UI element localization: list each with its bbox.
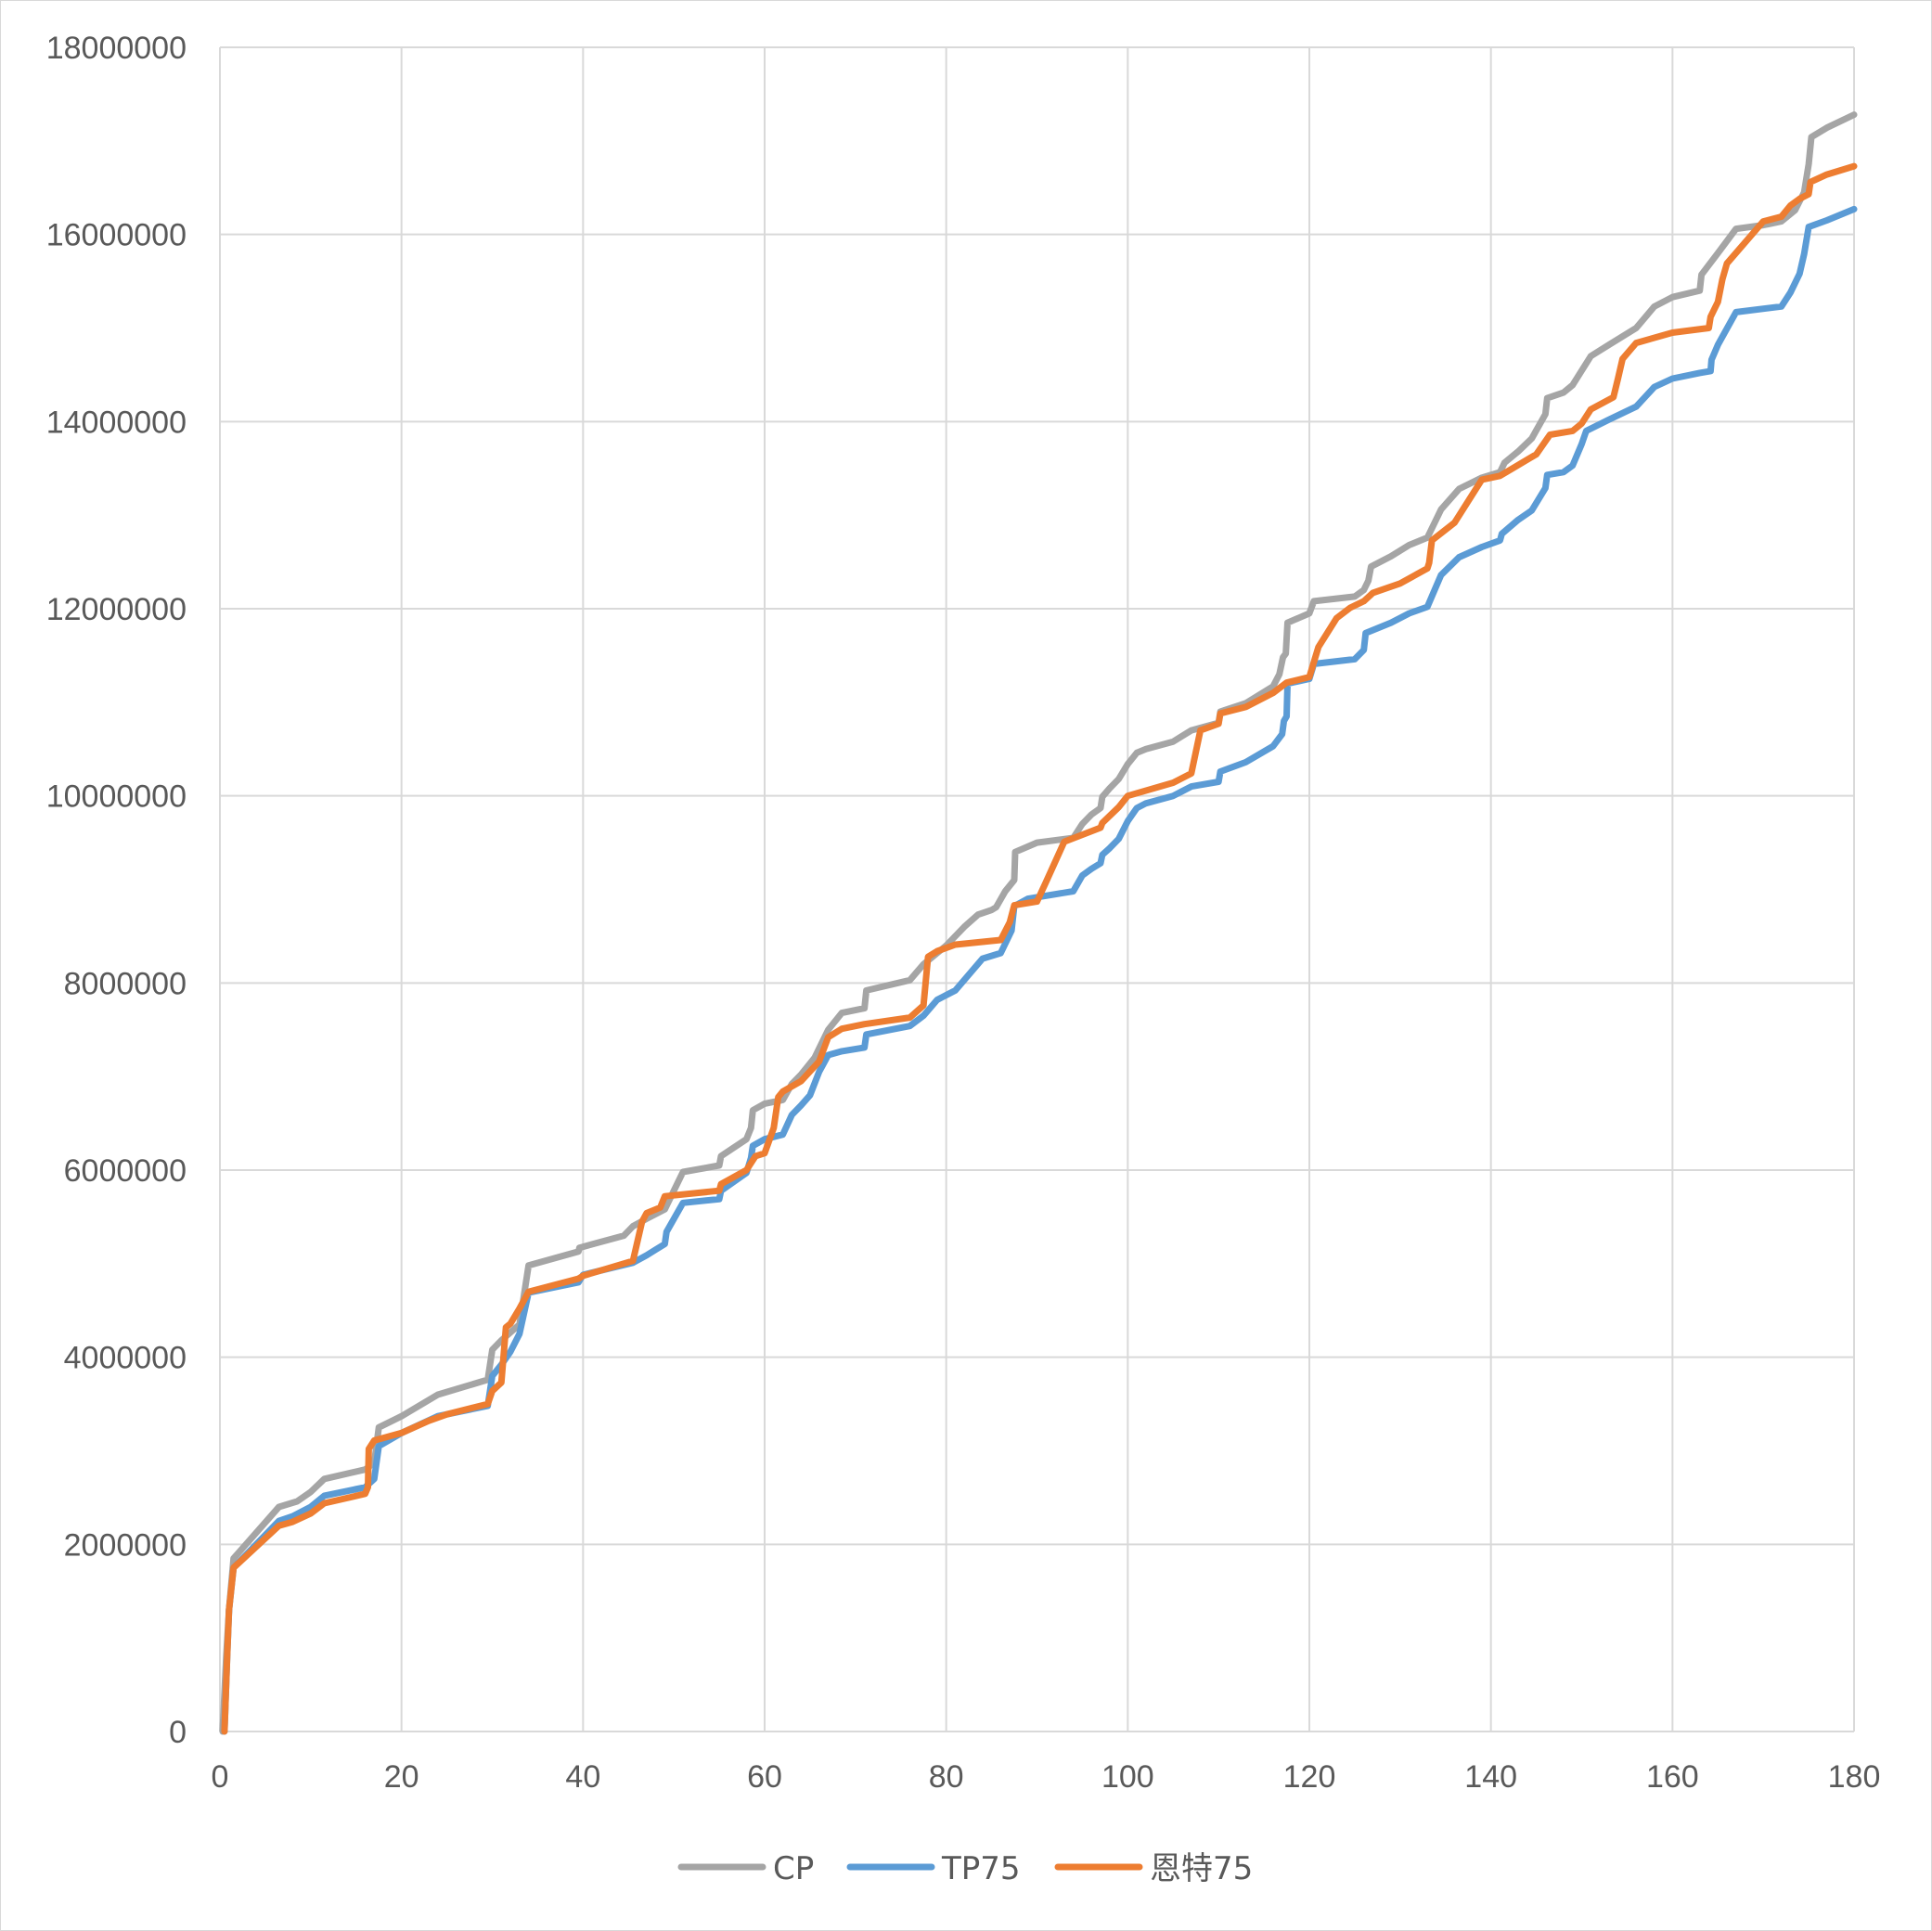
y-tick-label: 10000000: [46, 779, 187, 815]
y-tick-label: 0: [169, 1715, 187, 1750]
x-axis-tick-labels: 0 20 40 60 80 100 120 140 160 180: [212, 1759, 1881, 1795]
legend-label: 恩特75: [1150, 1850, 1253, 1887]
x-tick-label: 40: [565, 1759, 600, 1795]
y-tick-label: 2000000: [64, 1527, 187, 1563]
x-tick-label: 120: [1283, 1759, 1336, 1795]
x-tick-label: 20: [384, 1759, 419, 1795]
y-tick-label: 18000000: [46, 31, 187, 66]
y-tick-label: 4000000: [64, 1341, 187, 1376]
y-tick-label: 8000000: [64, 966, 187, 1001]
y-axis-tick-labels: 0 2000000 4000000 6000000 8000000 10000000 120…: [46, 31, 187, 1750]
legend-label: TP75: [941, 1850, 1021, 1887]
x-tick-label: 60: [747, 1759, 782, 1795]
x-tick-label: 140: [1464, 1759, 1517, 1795]
series-line-1: [221, 205, 1858, 1735]
x-tick-label: 0: [212, 1759, 229, 1795]
legend: CP TP75 恩特75: [677, 1850, 1253, 1887]
x-tick-label: 160: [1646, 1759, 1699, 1795]
y-tick-label: 6000000: [64, 1153, 187, 1189]
y-tick-label: 16000000: [46, 218, 187, 253]
gridlines: [219, 46, 1855, 1732]
x-tick-label: 100: [1101, 1759, 1154, 1795]
series-line-2: [221, 162, 1858, 1735]
x-tick-label: 80: [929, 1759, 964, 1795]
series-line-0: [219, 111, 1858, 1735]
y-tick-label: 14000000: [46, 405, 187, 440]
series-lines: [219, 111, 1858, 1735]
legend-label: CP: [773, 1850, 814, 1887]
x-tick-label: 180: [1828, 1759, 1881, 1795]
y-tick-label: 12000000: [46, 592, 187, 627]
